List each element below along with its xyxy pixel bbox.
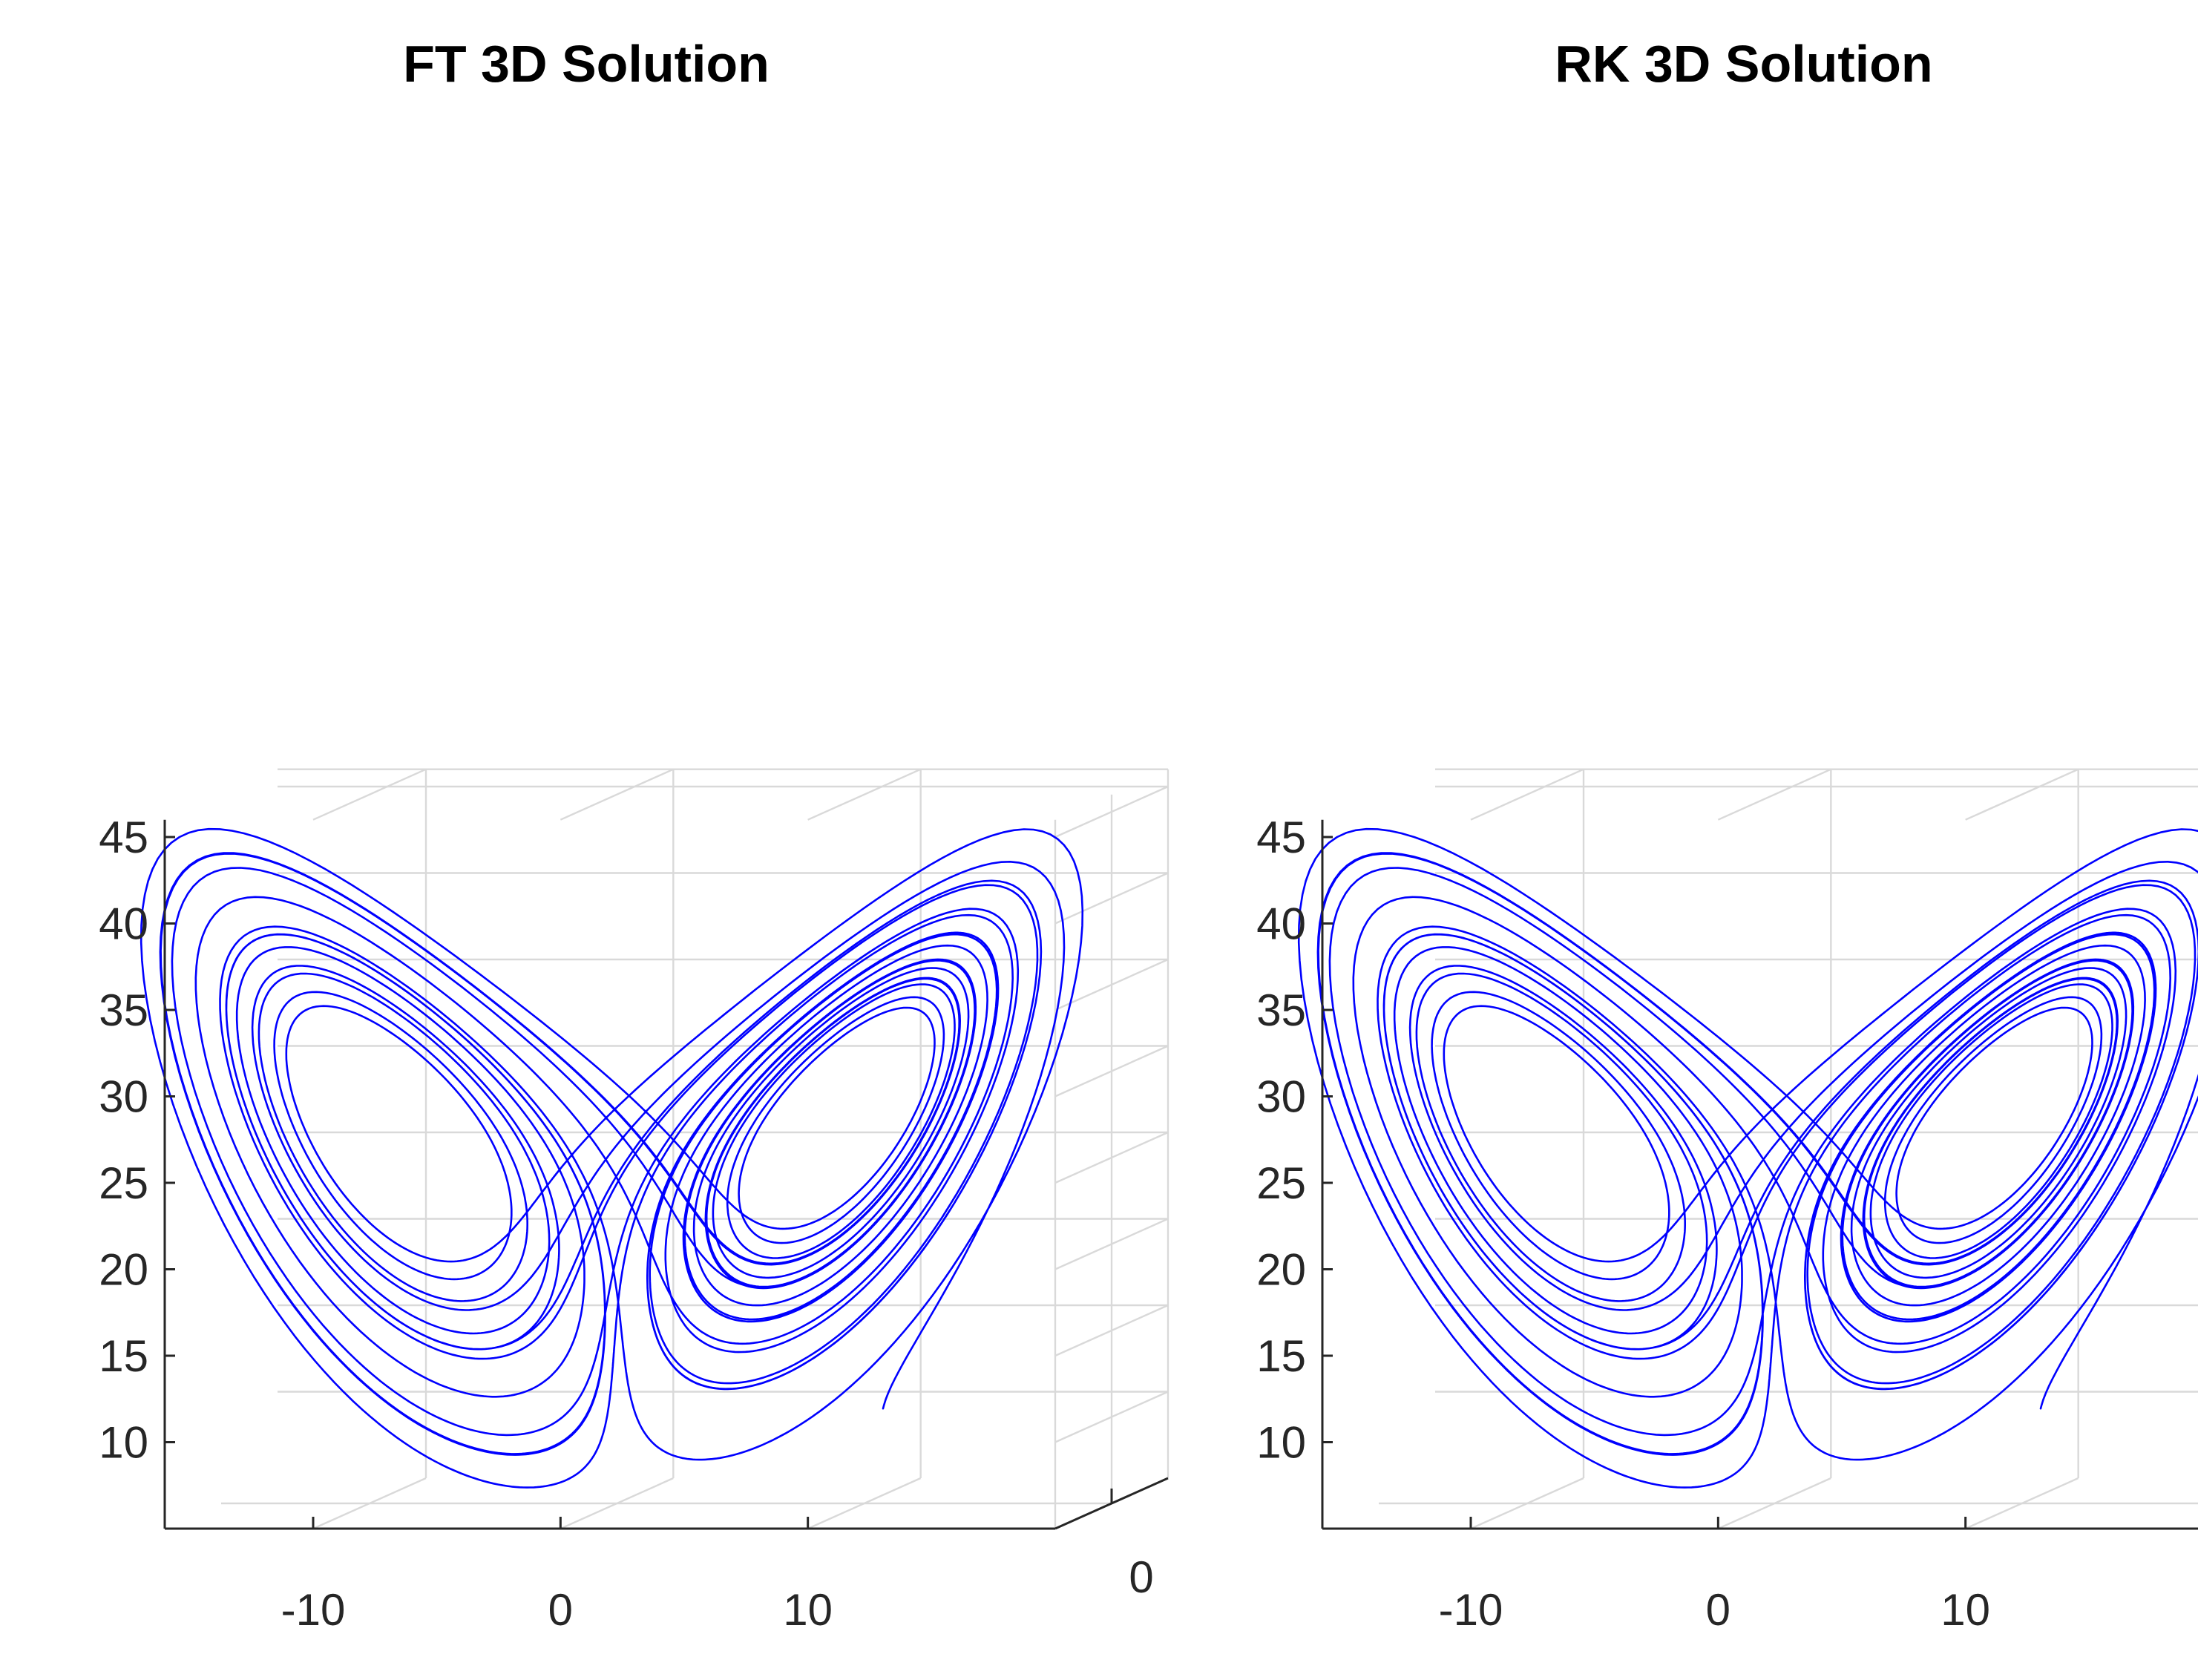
z-tick-label: 25 — [1256, 1158, 1306, 1208]
z-tick-label: 15 — [1256, 1331, 1306, 1381]
x-tick-label: -10 — [1439, 1585, 1503, 1635]
x-tick-label: 0 — [548, 1585, 573, 1635]
top-gridline-x — [1965, 768, 2079, 821]
chart-title: FT 3D Solution — [403, 35, 770, 93]
x-tick-label: 10 — [1941, 1585, 1990, 1635]
z-tick-label: 30 — [1256, 1072, 1306, 1122]
z-tick-label: 30 — [99, 1072, 148, 1122]
z-tick-label: 15 — [99, 1331, 148, 1381]
top-gridline-x — [1470, 768, 1584, 821]
z-tick-label: 40 — [99, 899, 148, 949]
x-tick-label: 10 — [783, 1585, 833, 1635]
subplot-left: 10 15 20 25 30 35 40 45 -10 0 10 0 FT 3D Solution — [99, 35, 1169, 1635]
z-tick-label: 10 — [1256, 1418, 1306, 1468]
lorenz-trajectory-line — [1297, 827, 2198, 1489]
top-gridline-x — [1717, 768, 1831, 821]
chart-title: RK 3D Solution — [1555, 35, 1932, 93]
z-tick-label: 20 — [99, 1245, 148, 1295]
x-tick-label: -10 — [281, 1585, 346, 1635]
z-tick-label: 40 — [1256, 899, 1306, 949]
z-tick-label: 45 — [1256, 813, 1306, 862]
top-gridline-x — [560, 768, 674, 821]
z-tick-label: 10 — [99, 1418, 148, 1468]
z-tick-label: 25 — [99, 1158, 148, 1208]
top-gridline-x — [312, 768, 427, 821]
z-tick-label: 35 — [1256, 985, 1306, 1035]
z-tick-label: 20 — [1256, 1245, 1306, 1295]
y-tick-label: 0 — [1129, 1552, 1153, 1602]
z-tick-label: 35 — [99, 985, 148, 1035]
lorenz-trajectory-line — [140, 827, 1084, 1489]
top-gridline-x — [807, 768, 922, 821]
x-tick-label: 0 — [1706, 1585, 1730, 1635]
z-tick-label: 45 — [99, 813, 148, 862]
